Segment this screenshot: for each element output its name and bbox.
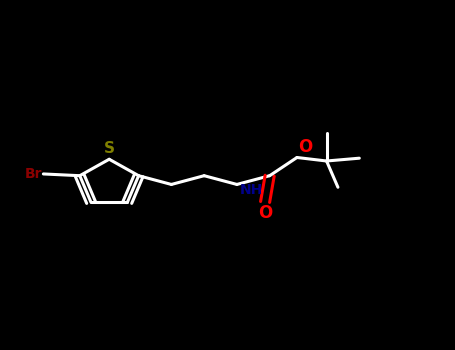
Text: O: O [258, 204, 272, 222]
Text: S: S [104, 141, 115, 156]
Text: Br: Br [25, 167, 42, 181]
Text: O: O [298, 139, 313, 156]
Text: NH: NH [240, 183, 263, 197]
